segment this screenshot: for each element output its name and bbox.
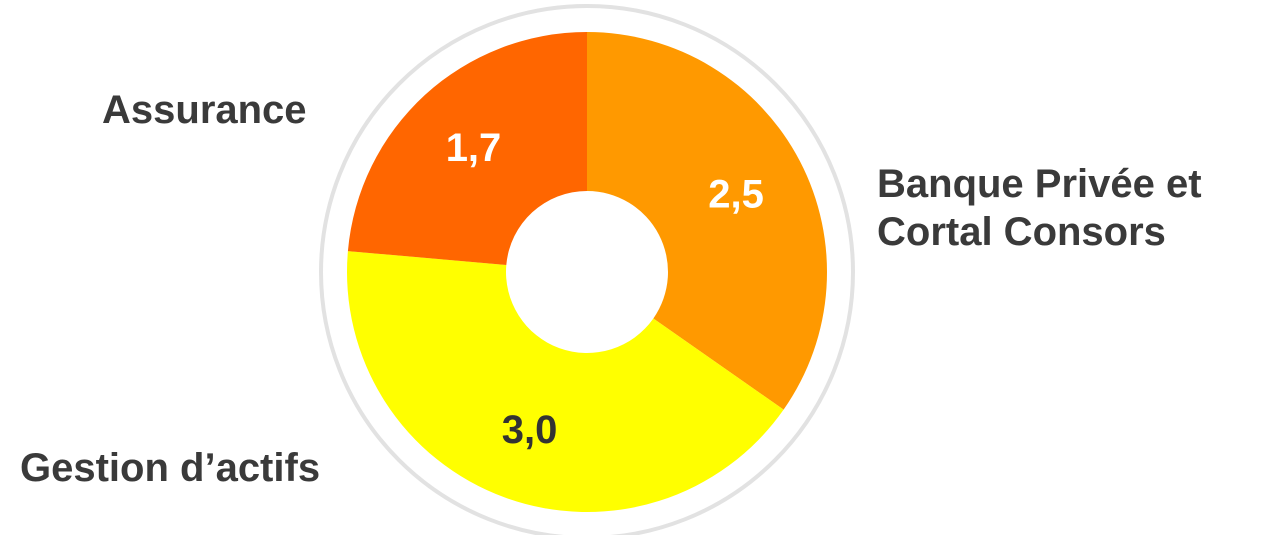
donut-slice-2 [346,251,784,513]
category-label-banque-privee: Banque Privée et Cortal Consors [877,160,1202,256]
slice-value-label-1: 2,5 [708,172,764,216]
category-label-assurance: Assurance [102,88,307,132]
slice-value-label-2: 3,0 [502,408,558,452]
category-label-gestion-actifs: Gestion d’actifs [20,446,321,490]
donut-slice-3 [347,32,587,265]
donut-slice-1 [587,32,827,410]
category-label-banque-line-2: Cortal Consors [877,210,1166,254]
category-label-banque-line-1: Banque Privée et [877,162,1202,206]
slice-value-label-3: 1,7 [446,126,502,170]
